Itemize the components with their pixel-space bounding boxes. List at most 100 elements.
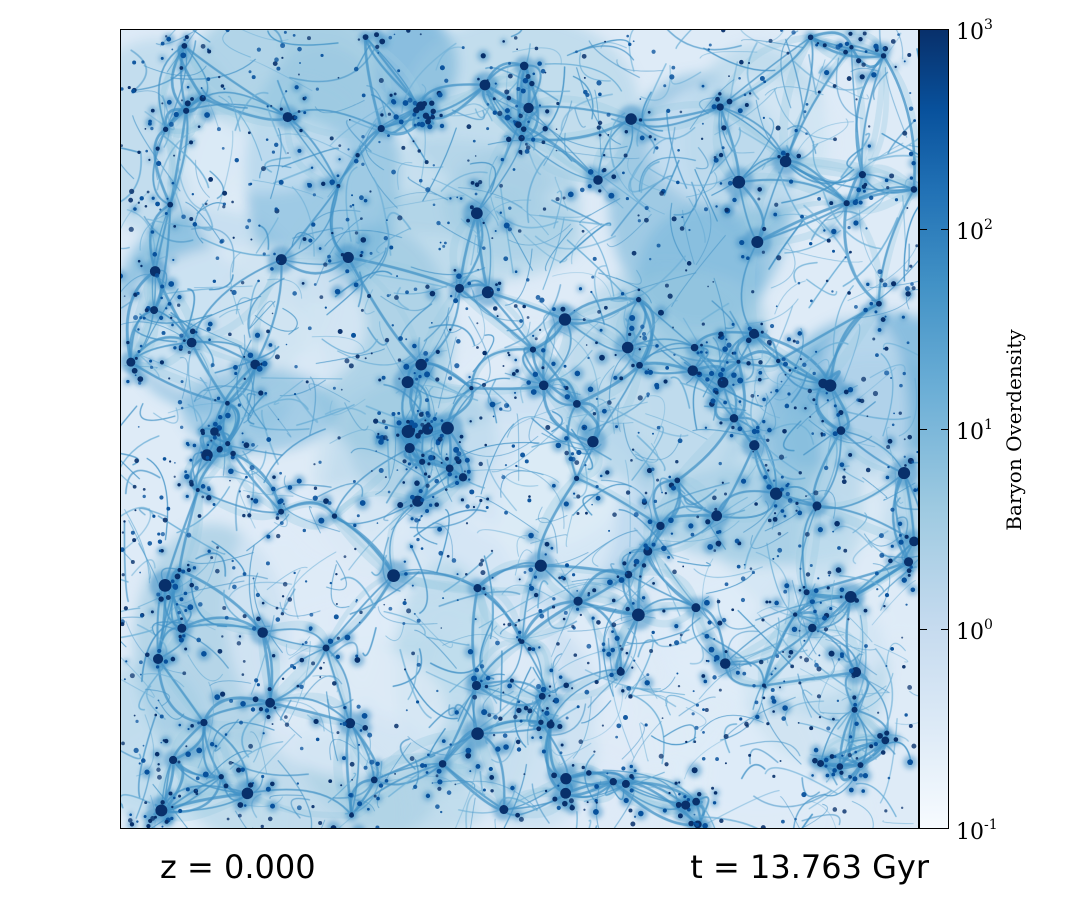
filament	[808, 251, 852, 309]
halo	[195, 776, 200, 781]
halo	[281, 677, 285, 680]
halo	[565, 716, 569, 720]
halo	[842, 475, 846, 479]
halo	[859, 74, 865, 80]
halo	[147, 121, 152, 126]
halo	[471, 727, 484, 740]
filament	[743, 505, 777, 570]
halo	[899, 383, 903, 388]
filament	[280, 185, 340, 261]
halo	[690, 343, 699, 352]
halo	[409, 756, 415, 761]
halo	[296, 478, 302, 484]
halo	[607, 134, 610, 136]
halo	[180, 52, 187, 59]
halo	[797, 721, 800, 724]
filament	[121, 506, 155, 518]
filament	[243, 490, 294, 497]
filament	[903, 206, 918, 282]
halo	[524, 459, 529, 464]
halo	[456, 451, 462, 457]
halo	[628, 808, 633, 813]
halo	[476, 322, 479, 325]
halo	[805, 572, 811, 577]
halo	[158, 549, 162, 553]
halo	[703, 679, 708, 684]
halo	[297, 73, 300, 76]
filament	[211, 540, 246, 575]
halo	[370, 352, 373, 355]
halo	[425, 793, 431, 799]
filament	[362, 626, 377, 657]
halo	[766, 722, 770, 726]
halo	[367, 732, 373, 738]
filament	[793, 60, 865, 91]
halo	[890, 646, 894, 651]
halo	[724, 582, 729, 587]
halo	[587, 356, 590, 360]
halo	[621, 689, 625, 693]
halo	[625, 113, 637, 125]
halo	[779, 759, 782, 762]
halo	[772, 774, 776, 778]
halo	[717, 620, 723, 626]
filament	[877, 188, 916, 305]
halo	[386, 438, 389, 442]
halo	[826, 726, 831, 731]
halo	[168, 121, 174, 127]
halo	[129, 188, 135, 194]
halo	[182, 339, 186, 343]
filament	[326, 560, 347, 591]
halo	[805, 132, 808, 135]
halo	[329, 136, 334, 141]
filament	[806, 490, 836, 519]
halo	[324, 306, 327, 309]
halo	[338, 158, 341, 161]
halo	[615, 735, 619, 739]
halo	[201, 495, 205, 499]
halo	[200, 43, 206, 49]
halo	[453, 268, 457, 272]
filament	[314, 100, 365, 114]
halo	[231, 289, 237, 296]
halo	[501, 475, 506, 480]
halo	[908, 723, 913, 728]
halo	[152, 252, 158, 257]
halo	[631, 250, 637, 256]
halo	[512, 168, 516, 171]
filament	[852, 512, 868, 534]
filament	[380, 295, 437, 311]
halo	[846, 76, 852, 81]
filament	[193, 203, 213, 231]
halo	[874, 310, 878, 314]
filament	[636, 435, 666, 472]
halo	[593, 809, 599, 815]
halo	[345, 269, 350, 274]
halo	[625, 606, 630, 612]
halo	[813, 490, 819, 496]
halo	[236, 767, 242, 773]
halo	[713, 549, 717, 552]
halo	[377, 124, 385, 133]
halo	[335, 654, 340, 660]
halo	[504, 510, 508, 515]
halo	[418, 374, 422, 379]
filament	[801, 813, 814, 828]
halo	[525, 145, 531, 150]
halo	[829, 606, 833, 611]
halo	[181, 569, 186, 574]
halo	[622, 561, 627, 566]
halo	[592, 588, 597, 593]
halo	[223, 87, 226, 90]
halo	[858, 36, 863, 42]
halo	[170, 316, 173, 320]
halo	[787, 392, 791, 396]
filament	[801, 777, 820, 798]
halo	[817, 196, 821, 201]
halo	[532, 334, 535, 337]
filament	[659, 477, 686, 495]
filament	[774, 280, 806, 315]
halo	[780, 150, 786, 156]
halo	[658, 753, 664, 759]
halo	[242, 614, 247, 619]
